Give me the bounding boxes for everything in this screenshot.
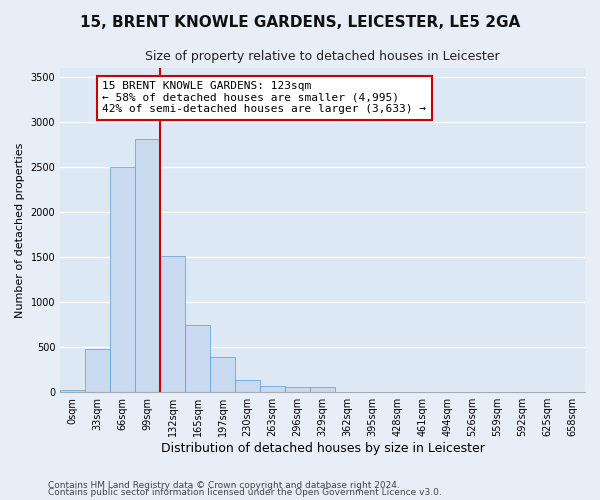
Bar [260, 386, 285, 392]
Bar [185, 324, 210, 392]
Y-axis label: Number of detached properties: Number of detached properties [15, 142, 25, 318]
Text: 15 BRENT KNOWLE GARDENS: 123sqm
← 58% of detached houses are smaller (4,995)
42%: 15 BRENT KNOWLE GARDENS: 123sqm ← 58% of… [102, 82, 426, 114]
Bar [310, 388, 335, 392]
Bar [285, 388, 310, 392]
Text: 15, BRENT KNOWLE GARDENS, LEICESTER, LE5 2GA: 15, BRENT KNOWLE GARDENS, LEICESTER, LE5… [80, 15, 520, 30]
Title: Size of property relative to detached houses in Leicester: Size of property relative to detached ho… [145, 50, 500, 63]
Bar [85, 349, 110, 392]
Bar [110, 168, 135, 392]
Text: Contains public sector information licensed under the Open Government Licence v3: Contains public sector information licen… [48, 488, 442, 497]
Bar [160, 256, 185, 392]
Bar [235, 380, 260, 392]
Bar [60, 390, 85, 392]
X-axis label: Distribution of detached houses by size in Leicester: Distribution of detached houses by size … [161, 442, 485, 455]
Bar [135, 138, 160, 392]
Text: Contains HM Land Registry data © Crown copyright and database right 2024.: Contains HM Land Registry data © Crown c… [48, 480, 400, 490]
Bar [210, 357, 235, 392]
